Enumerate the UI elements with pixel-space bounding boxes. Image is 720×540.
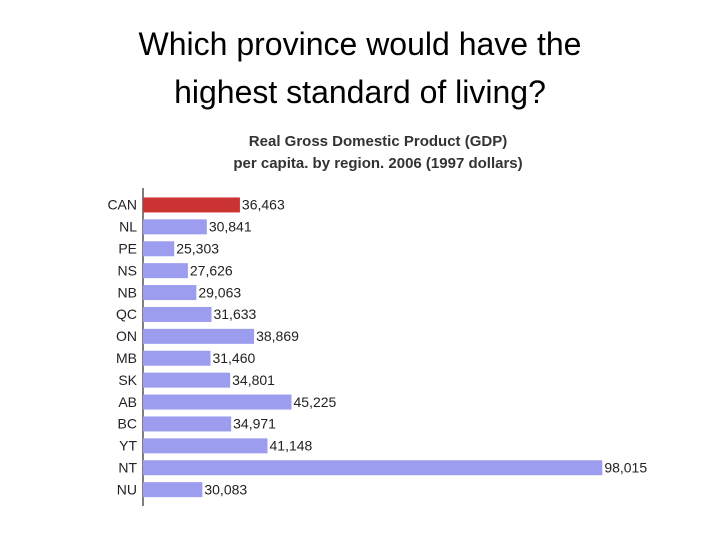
slide-heading: highest standard of living? <box>174 74 546 110</box>
bar <box>143 416 232 432</box>
bar <box>143 438 268 454</box>
value-label: 34,801 <box>232 372 275 388</box>
category-label: AB <box>118 394 137 410</box>
value-label: 41,148 <box>270 438 313 454</box>
category-label: NU <box>117 481 137 497</box>
value-label: 36,463 <box>242 197 285 213</box>
category-label: YT <box>119 438 137 454</box>
category-label: NL <box>119 219 137 235</box>
bar <box>143 460 603 476</box>
category-label: NT <box>118 459 137 475</box>
slide-heading: Which province would have the <box>139 26 582 62</box>
value-label: 31,633 <box>213 306 256 322</box>
value-label: 30,841 <box>209 219 252 235</box>
bar <box>143 197 240 213</box>
bar <box>143 306 212 322</box>
value-label: 30,083 <box>204 481 247 497</box>
bar <box>143 219 207 235</box>
category-label: ON <box>116 328 137 344</box>
value-label: 34,971 <box>233 416 276 432</box>
category-label: CAN <box>107 197 137 213</box>
category-label: PE <box>118 240 137 256</box>
category-label: BC <box>118 416 137 432</box>
value-label: 31,460 <box>212 350 255 366</box>
value-label: 98,015 <box>604 459 647 475</box>
category-label: NB <box>118 284 137 300</box>
bar <box>143 350 211 366</box>
bar <box>143 394 292 410</box>
category-label: NS <box>118 262 137 278</box>
chart-subtitle: per capita. by region. 2006 (1997 dollar… <box>233 155 522 172</box>
category-label: SK <box>118 372 137 388</box>
value-label: 29,063 <box>198 284 241 300</box>
value-label: 27,626 <box>190 262 233 278</box>
value-label: 25,303 <box>176 240 219 256</box>
bar <box>143 263 188 279</box>
value-label: 45,225 <box>294 394 337 410</box>
bar <box>143 285 197 301</box>
category-label: QC <box>116 306 137 322</box>
bar <box>143 482 203 498</box>
category-label: MB <box>116 350 137 366</box>
bar <box>143 328 255 344</box>
value-label: 38,869 <box>256 328 299 344</box>
bar <box>143 372 231 388</box>
bar <box>143 241 175 257</box>
chart-title: Real Gross Domestic Product (GDP) <box>249 133 507 150</box>
